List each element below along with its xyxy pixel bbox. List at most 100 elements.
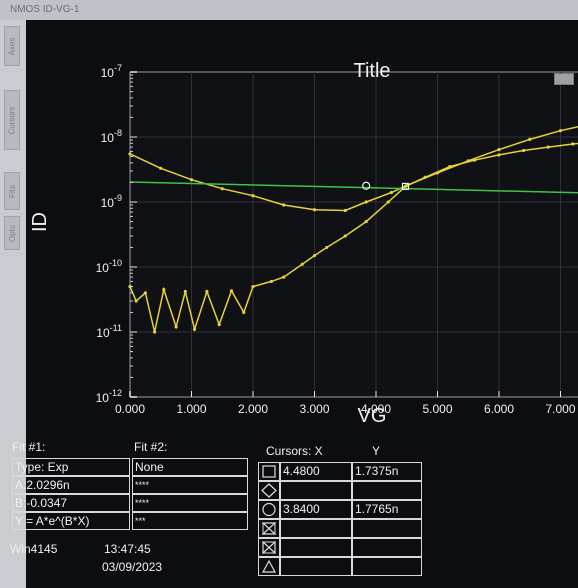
cursor-y-value <box>352 557 422 576</box>
data-point <box>312 208 317 212</box>
fit1-header: Fit #1: <box>12 440 46 454</box>
data-point <box>153 330 157 334</box>
data-point <box>364 219 368 224</box>
data-point <box>143 291 147 295</box>
data-point <box>134 299 138 303</box>
id-vg-chart: 0.000 1.000 2.000 3.000 4.000 5.000 6.000 7.000… <box>29 60 578 427</box>
cursor-y-value: 1.7765n <box>352 500 422 519</box>
data-point <box>220 187 224 191</box>
fit2-type: None <box>132 458 248 476</box>
bowtie-cursor-icon[interactable] <box>258 538 280 557</box>
y-axis-title: ID <box>29 212 51 232</box>
data-point <box>269 279 274 284</box>
fit1-a: A:2.0296n <box>12 476 130 494</box>
cursor-y-value <box>352 481 422 500</box>
plot-area <box>130 72 578 397</box>
fit2-b: **** <box>132 494 248 512</box>
cursor-x-value <box>280 519 352 538</box>
side-tab-rail: Axes Cursors Fits Opts <box>0 20 26 588</box>
data-point <box>282 275 286 279</box>
data-point <box>472 158 476 162</box>
data-point <box>162 287 166 292</box>
data-point <box>386 200 390 204</box>
x-tick-label: 5.000 <box>422 402 452 416</box>
cursor-y-value <box>352 538 422 557</box>
window-title: NMOS ID-VG-1 <box>10 4 80 15</box>
data-point <box>546 145 550 149</box>
fit1-type: Type: Exp <box>12 458 130 476</box>
data-point <box>189 178 194 182</box>
fit2-header: Fit #2: <box>134 440 168 454</box>
circle-cursor-icon[interactable] <box>258 500 280 519</box>
data-point <box>229 289 234 293</box>
data-point <box>343 208 347 213</box>
fit1-formula: Y = A*e^(B*X) <box>12 512 130 530</box>
cursor-x-value: 4.4800 <box>280 462 352 481</box>
data-point <box>497 147 501 152</box>
data-point <box>448 165 452 169</box>
cursors-y-header: Y <box>372 444 381 458</box>
side-tab-cursors[interactable]: Cursors <box>4 90 20 150</box>
side-tab-fits[interactable]: Fits <box>4 172 20 210</box>
data-point <box>389 190 393 195</box>
cursor-x-value: 3.8400 <box>280 500 352 519</box>
data-point <box>558 129 563 133</box>
close-button[interactable] <box>554 73 574 85</box>
side-tab-axes[interactable]: Axes <box>4 26 20 66</box>
data-point <box>403 184 408 188</box>
y-tick-label: 10-9 <box>101 193 122 210</box>
x-tick-label: 1.000 <box>176 402 206 416</box>
data-point <box>217 322 221 327</box>
chart-title: Title <box>353 60 390 82</box>
date-stamp: 03/09/2023 <box>102 560 163 574</box>
series-line-3 <box>129 181 578 194</box>
data-point <box>522 148 526 153</box>
diamond-cursor-icon[interactable] <box>258 481 280 500</box>
y-tick-label: 10-12 <box>96 388 122 405</box>
cursor-x-value <box>280 557 352 576</box>
x-tick-label: 4.000 <box>361 402 391 416</box>
data-point <box>174 325 178 329</box>
cursor-x-value <box>280 538 352 557</box>
data-point <box>312 253 317 258</box>
data-point <box>528 137 532 141</box>
x-tick-label: 2.000 <box>238 402 268 416</box>
main-area: 0.000 1.000 2.000 3.000 4.000 5.000 6.000 7.000… <box>26 20 578 588</box>
data-point <box>192 327 197 331</box>
square-cursor-icon[interactable] <box>258 462 280 481</box>
cursor-x-value <box>280 481 352 500</box>
fit1-b: B:-0.0347 <box>12 494 130 512</box>
data-point <box>128 152 132 156</box>
y-tick-label: 10-11 <box>96 323 122 340</box>
triangle-cursor-icon[interactable] <box>258 557 280 576</box>
x-tick-label: 0.000 <box>115 402 145 416</box>
x-tick-label: 6.000 <box>484 402 514 416</box>
data-point <box>282 203 286 207</box>
hourglass-cursor-icon[interactable] <box>258 519 280 538</box>
data-point <box>497 153 501 157</box>
cursor-square-marker[interactable] <box>401 182 410 191</box>
x-axis-title: VG <box>358 405 387 427</box>
data-point <box>183 289 187 294</box>
x-tick-label: 7.000 <box>545 402 575 416</box>
side-tab-opts[interactable]: Opts <box>4 216 20 250</box>
cursor-y-value: 1.7375n <box>352 462 422 481</box>
series-line-1 <box>129 125 578 212</box>
y-tick-label: 10-7 <box>101 63 122 80</box>
fit2-formula: *** <box>132 512 248 530</box>
data-point <box>325 245 329 250</box>
data-panel: Fit #1: Type: Exp A:2.0296n B:-0.0347 Y … <box>10 440 480 588</box>
data-point <box>205 289 209 294</box>
fit2-a: **** <box>132 476 248 494</box>
data-point <box>571 142 575 146</box>
station-id: Win4145 <box>10 542 58 556</box>
cursors-x-header: Cursors: X <box>266 444 323 458</box>
y-tick-label: 10-10 <box>96 258 122 275</box>
cursor-circle-marker[interactable] <box>362 181 371 190</box>
time-stamp: 13:47:45 <box>104 542 151 556</box>
data-point <box>251 284 255 289</box>
data-point <box>242 310 246 315</box>
x-tick-label: 3.000 <box>299 402 329 416</box>
data-point <box>159 166 163 170</box>
window-title-bar: NMOS ID-VG-1 <box>0 0 578 20</box>
